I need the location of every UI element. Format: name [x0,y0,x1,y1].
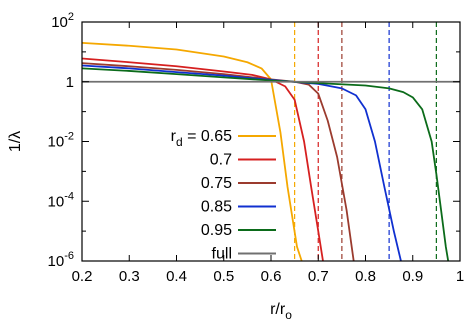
plot-frame [81,21,461,262]
x-tick-label: 0.9 [402,268,423,285]
series-group [82,41,460,261]
legend: rd = 0.65 0.7 0.75 0.85 0.95 full [171,128,276,263]
series-line-0-85 [82,64,402,261]
x-tick-label: 0.2 [72,268,93,285]
y-tick-label: 1 [66,74,74,91]
y-tick-label: 10-6 [48,250,74,270]
y-axis-label: 1/λ [7,131,24,152]
legend-label: 0.85 [201,199,232,216]
series-line-0-65 [82,41,303,261]
series-clip-group [82,41,460,261]
x-tick-label: 1 [456,268,464,285]
x-tick-label: 0.8 [355,268,376,285]
legend-label: 0.7 [210,152,232,169]
axes-group: 0.2 0.3 0.4 0.5 0.6 0.7 0.8 0.9 1 10-6 10-4 10-2 1 10… [48,11,465,285]
cutoff-lines-group [294,22,437,261]
series-line-0-95 [82,67,450,261]
legend-label: full [212,246,232,263]
legend-label: 0.95 [201,222,232,239]
x-tick-label: 0.7 [308,268,329,285]
y-tick-label: 102 [51,11,74,31]
legend-label: rd = 0.65 [171,128,232,149]
x-tick-label: 0.3 [119,268,140,285]
legend-label: 0.75 [201,175,232,192]
y-tick-label: 10-2 [48,131,74,151]
x-tick-label: 0.4 [166,268,187,285]
x-axis-label: r/ro [270,301,292,321]
axis-labels-group: r/ro 1/λ [7,131,292,322]
x-tick-label: 0.5 [213,268,234,285]
series-line-0-7 [82,57,324,261]
y-tick-label: 10-4 [48,190,74,210]
x-tick-label: 0.6 [261,268,282,285]
